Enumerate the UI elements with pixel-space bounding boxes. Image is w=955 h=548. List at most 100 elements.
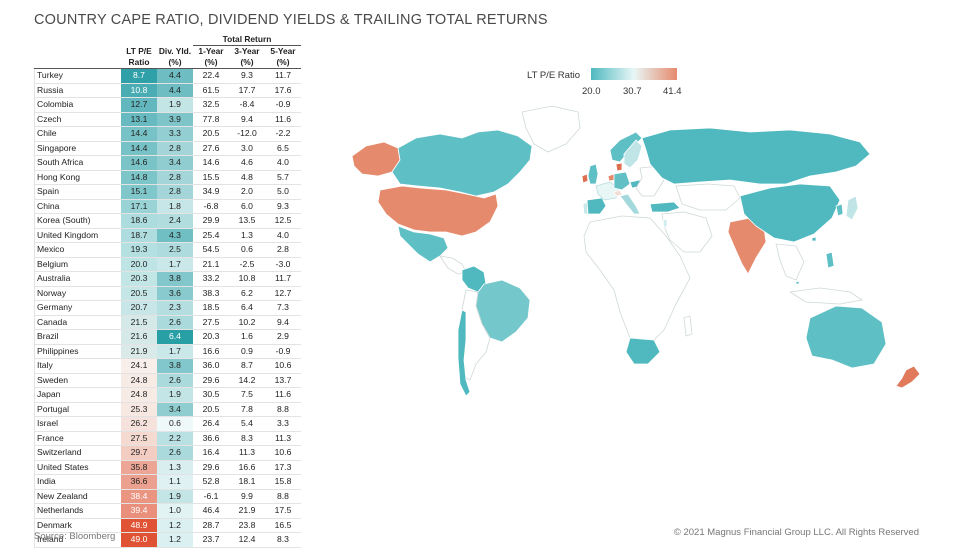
country-cell: Belgium bbox=[34, 257, 121, 272]
div-header: Div. Yld. bbox=[158, 45, 192, 56]
map-australia bbox=[805, 305, 887, 369]
map-central-asia bbox=[675, 183, 741, 211]
div-yield-cell: 2.4 bbox=[157, 213, 193, 229]
return-5y-cell: 8.8 bbox=[265, 402, 301, 417]
pe-cell: 39.4 bbox=[121, 503, 157, 519]
div-yield-cell: 2.8 bbox=[157, 184, 193, 200]
table-row: Turkey 8.7 4.4 22.4 9.3 11.7 bbox=[34, 68, 301, 84]
div-yield-cell: 3.9 bbox=[157, 112, 193, 127]
return-1y-cell: 25.4 bbox=[193, 228, 229, 243]
div-yield-cell: 2.6 bbox=[157, 445, 193, 461]
return-3y-cell: 10.2 bbox=[229, 315, 265, 330]
country-cell: Russia bbox=[34, 83, 121, 98]
return-5y-cell: 11.3 bbox=[265, 431, 301, 446]
return-1y-cell: 29.6 bbox=[193, 460, 229, 475]
table-row: Mexico 19.3 2.5 54.5 0.6 2.8 bbox=[34, 242, 301, 258]
div-yield-cell: 2.6 bbox=[157, 315, 193, 330]
return-3y-cell: 14.2 bbox=[229, 373, 265, 388]
pe-cell: 21.9 bbox=[121, 344, 157, 359]
pe-cell: 18.6 bbox=[121, 213, 157, 229]
pe-cell: 24.1 bbox=[121, 358, 157, 374]
country-cell: Sweden bbox=[34, 373, 121, 388]
return-3y-cell: 9.9 bbox=[229, 489, 265, 504]
return-5y-cell: 11.7 bbox=[265, 271, 301, 287]
table-row: Belgium 20.0 1.7 21.1 -2.5 -3.0 bbox=[34, 257, 301, 272]
table-row: Portugal 25.3 3.4 20.5 7.8 8.8 bbox=[34, 402, 301, 417]
return-1y-cell: 29.6 bbox=[193, 373, 229, 388]
return-5y-cell: 12.5 bbox=[265, 213, 301, 229]
table-row: Czech 13.1 3.9 77.8 9.4 11.6 bbox=[34, 112, 301, 127]
return-5y-cell: 8.8 bbox=[265, 489, 301, 504]
country-cell: Australia bbox=[34, 271, 121, 287]
table-row: Canada 21.5 2.6 27.5 10.2 9.4 bbox=[34, 315, 301, 330]
pe-cell: 24.8 bbox=[121, 387, 157, 403]
table-row: Norway 20.5 3.6 38.3 6.2 12.7 bbox=[34, 286, 301, 301]
return-5y-cell: 17.5 bbox=[265, 503, 301, 519]
table-row: Brazil 21.6 6.4 20.3 1.6 2.9 bbox=[34, 329, 301, 345]
div-yield-cell: 1.9 bbox=[157, 489, 193, 504]
country-cell: Germany bbox=[34, 300, 121, 316]
return-3y-cell: 8.3 bbox=[229, 431, 265, 446]
table-row: Japan 24.8 1.9 30.5 7.5 11.6 bbox=[34, 387, 301, 403]
table-row: Sweden 24.8 2.6 29.6 14.2 13.7 bbox=[34, 373, 301, 388]
table-row: India 36.6 1.1 52.8 18.1 15.8 bbox=[34, 474, 301, 490]
map-france bbox=[595, 181, 619, 201]
return-3y-cell: 4.6 bbox=[229, 155, 265, 171]
pe-cell: 14.8 bbox=[121, 170, 157, 185]
div-yield-cell: 1.1 bbox=[157, 474, 193, 490]
map-israel bbox=[662, 218, 668, 228]
return-1y-cell: 21.1 bbox=[193, 257, 229, 272]
pe-cell: 14.4 bbox=[121, 126, 157, 142]
table-row: China 17.1 1.8 -6.8 6.0 9.3 bbox=[34, 199, 301, 214]
return-3y-cell: 0.9 bbox=[229, 344, 265, 359]
return-1y-cell: 22.4 bbox=[193, 68, 229, 84]
country-cell: China bbox=[34, 199, 121, 214]
return-3y-cell: 9.3 bbox=[229, 68, 265, 84]
return-3y-cell: 21.9 bbox=[229, 503, 265, 519]
div-yield-cell: 3.8 bbox=[157, 271, 193, 287]
return-3y-cell: 6.2 bbox=[229, 286, 265, 301]
div-yield-cell: 2.3 bbox=[157, 300, 193, 316]
pe-cell: 36.6 bbox=[121, 474, 157, 490]
return-1y-cell: 14.6 bbox=[193, 155, 229, 171]
return-5y-cell: 3.3 bbox=[265, 416, 301, 432]
country-cell: United Kingdom bbox=[34, 228, 121, 243]
y1-header: 1-Year bbox=[198, 46, 224, 56]
pe-cell: 13.1 bbox=[121, 112, 157, 127]
map-chile bbox=[457, 309, 471, 397]
return-5y-cell: 11.6 bbox=[265, 387, 301, 403]
div-yield-cell: 3.8 bbox=[157, 358, 193, 374]
map-philippines bbox=[825, 251, 835, 269]
source-note: Source: Bloomberg bbox=[34, 531, 116, 542]
pe-cell: 24.8 bbox=[121, 373, 157, 388]
map-middle-east bbox=[661, 211, 713, 253]
country-cell: United States bbox=[34, 460, 121, 475]
return-5y-cell: 12.7 bbox=[265, 286, 301, 301]
country-cell: Korea (South) bbox=[34, 213, 121, 229]
pe-header-unit: Ratio bbox=[121, 57, 157, 69]
return-5y-cell: 15.8 bbox=[265, 474, 301, 490]
pe-cell: 8.7 bbox=[121, 68, 157, 84]
map-madagascar bbox=[683, 315, 693, 337]
return-1y-cell: 16.4 bbox=[193, 445, 229, 461]
return-1y-cell: 15.5 bbox=[193, 170, 229, 185]
return-3y-cell: 23.8 bbox=[229, 518, 265, 533]
return-1y-cell: 20.3 bbox=[193, 329, 229, 345]
return-1y-cell: 20.5 bbox=[193, 126, 229, 142]
return-1y-cell: 34.9 bbox=[193, 184, 229, 200]
div-yield-cell: 1.8 bbox=[157, 199, 193, 214]
div-yield-cell: 1.9 bbox=[157, 97, 193, 113]
div-yield-cell: 2.2 bbox=[157, 431, 193, 446]
return-5y-cell: 5.0 bbox=[265, 184, 301, 200]
return-1y-cell: -6.1 bbox=[193, 489, 229, 504]
div-yield-cell: 2.6 bbox=[157, 373, 193, 388]
country-cell: Colombia bbox=[34, 97, 121, 113]
div-yield-cell: 4.4 bbox=[157, 68, 193, 84]
legend-color-bar bbox=[591, 68, 677, 80]
return-3y-cell: 18.1 bbox=[229, 474, 265, 490]
div-yield-cell: 1.2 bbox=[157, 518, 193, 533]
return-3y-cell: 7.8 bbox=[229, 402, 265, 417]
country-cell: Chile bbox=[34, 126, 121, 142]
country-cell: France bbox=[34, 431, 121, 446]
return-3y-cell: 6.0 bbox=[229, 199, 265, 214]
